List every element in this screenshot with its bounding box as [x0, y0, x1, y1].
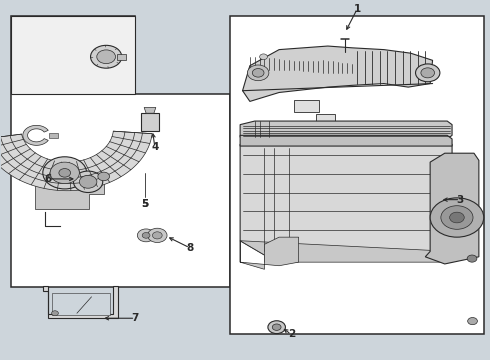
Circle shape [430, 198, 484, 237]
Text: 3: 3 [457, 195, 464, 204]
Text: 5: 5 [142, 199, 149, 209]
Polygon shape [240, 144, 452, 255]
Text: 8: 8 [186, 243, 194, 253]
Circle shape [441, 206, 473, 229]
Text: 5: 5 [142, 199, 149, 209]
Circle shape [247, 65, 269, 81]
Text: 1: 1 [353, 4, 361, 14]
Circle shape [260, 54, 268, 60]
Circle shape [147, 228, 167, 243]
Circle shape [59, 168, 71, 177]
Polygon shape [240, 121, 452, 139]
Polygon shape [144, 108, 156, 113]
Polygon shape [0, 131, 152, 191]
Text: 4: 4 [151, 142, 159, 152]
Bar [11, 16, 135, 94]
Circle shape [51, 311, 58, 316]
Circle shape [79, 175, 97, 188]
Bar [294, 100, 319, 112]
Bar [141, 113, 159, 131]
Bar [49, 133, 58, 138]
Circle shape [91, 45, 122, 68]
Circle shape [97, 50, 116, 64]
Circle shape [252, 68, 264, 77]
Polygon shape [240, 237, 298, 269]
Polygon shape [240, 241, 452, 262]
Circle shape [142, 233, 150, 238]
Polygon shape [425, 153, 479, 264]
Circle shape [137, 229, 155, 242]
Circle shape [152, 232, 162, 239]
Circle shape [416, 64, 440, 82]
Polygon shape [243, 46, 433, 102]
Polygon shape [51, 293, 110, 315]
Circle shape [272, 324, 281, 330]
Bar [316, 114, 335, 123]
Circle shape [450, 212, 464, 223]
Circle shape [74, 171, 103, 193]
Text: 6: 6 [44, 174, 51, 184]
Circle shape [421, 68, 435, 78]
Circle shape [467, 318, 477, 325]
Bar [117, 54, 126, 60]
Bar [230, 16, 484, 334]
Circle shape [467, 255, 477, 262]
Circle shape [43, 157, 87, 189]
Circle shape [50, 162, 79, 184]
Text: 2: 2 [288, 329, 295, 339]
Polygon shape [240, 135, 452, 146]
Polygon shape [35, 162, 104, 208]
Polygon shape [43, 287, 118, 318]
Polygon shape [23, 125, 49, 145]
Polygon shape [11, 16, 230, 287]
Circle shape [268, 321, 286, 334]
Text: 7: 7 [132, 313, 139, 323]
Circle shape [98, 172, 110, 181]
